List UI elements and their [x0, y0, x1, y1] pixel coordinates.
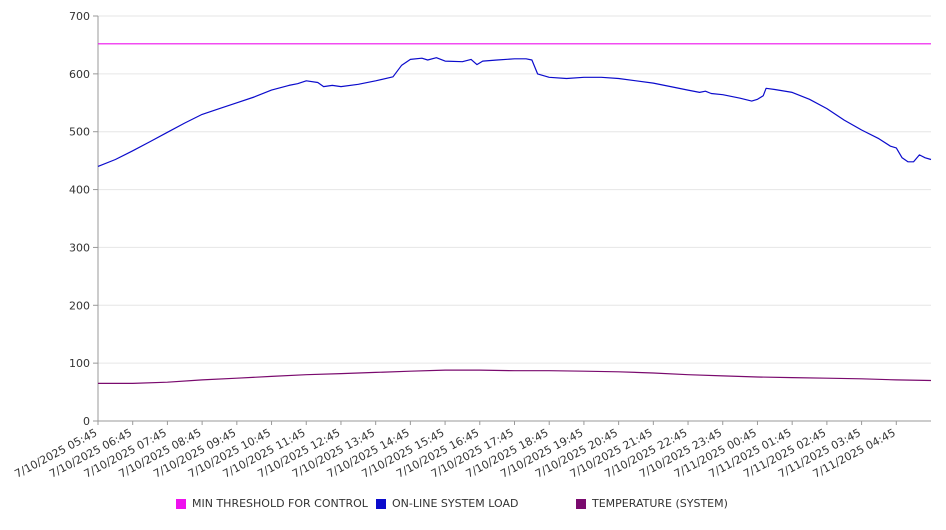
- y-tick-label: 500: [69, 126, 90, 139]
- legend-item-system-load[interactable]: ON-LINE SYSTEM LOAD: [376, 497, 518, 510]
- y-tick-label: 300: [69, 241, 90, 254]
- chart-legend: MIN THRESHOLD FOR CONTROL ON-LINE SYSTEM…: [0, 497, 946, 515]
- legend-item-min-threshold[interactable]: MIN THRESHOLD FOR CONTROL: [176, 497, 368, 510]
- y-tick-label: 100: [69, 357, 90, 370]
- legend-label-system-load: ON-LINE SYSTEM LOAD: [392, 497, 519, 510]
- y-tick-label: 0: [83, 415, 90, 428]
- series-line-1: [97, 57, 932, 167]
- axis-layer: [93, 15, 931, 425]
- y-tick-label: 200: [69, 299, 90, 312]
- series-layer: [97, 43, 932, 384]
- legend-label-min-threshold: MIN THRESHOLD FOR CONTROL: [192, 497, 368, 510]
- series-line-2: [98, 369, 932, 384]
- grid-layer: [98, 15, 931, 364]
- y-tick-label: 600: [69, 68, 90, 81]
- legend-swatch-min-threshold: [176, 498, 186, 509]
- legend-item-temperature[interactable]: TEMPERATURE (SYSTEM): [576, 497, 728, 510]
- y-tick-label: 700: [69, 10, 90, 23]
- legend-label-temperature: TEMPERATURE (SYSTEM): [592, 497, 728, 510]
- y-tick-label: 400: [69, 184, 90, 197]
- legend-swatch-temperature: [576, 498, 586, 509]
- legend-swatch-system-load: [376, 498, 386, 509]
